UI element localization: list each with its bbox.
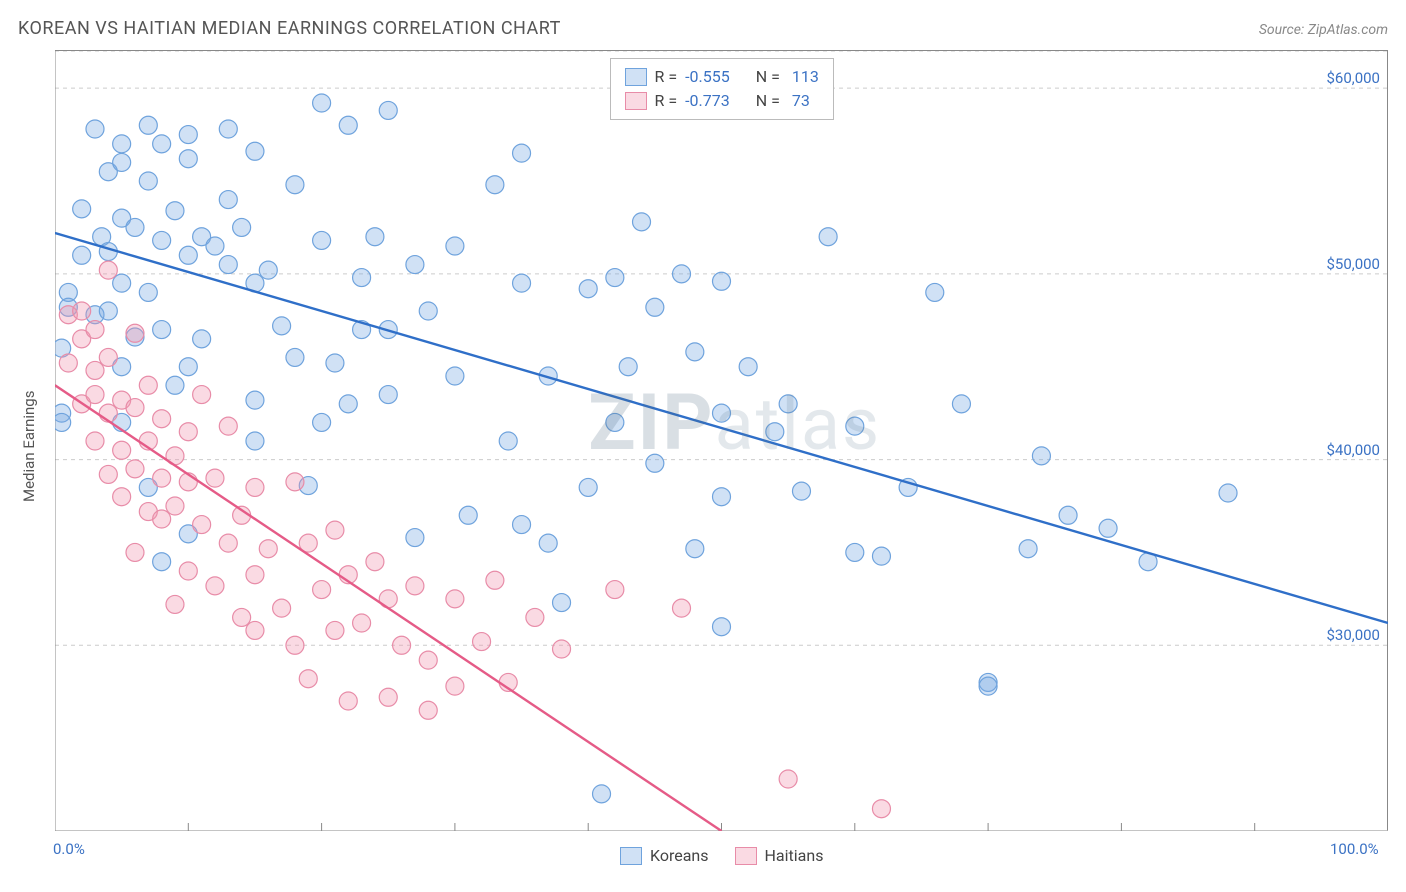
legend-row: R = -0.773 N = 73 — [625, 89, 819, 113]
legend-n-value: 113 — [788, 65, 819, 89]
y-tick-label: $30,000 — [1310, 626, 1380, 644]
legend-series: Koreans Haitians — [620, 846, 823, 865]
source-label: Source: ZipAtlas.com — [1259, 22, 1388, 38]
legend-series-name: Koreans — [650, 846, 709, 865]
y-tick-label: $40,000 — [1310, 441, 1380, 459]
y-tick-label: $50,000 — [1310, 255, 1380, 273]
y-axis-label: Median Earnings — [20, 391, 38, 502]
legend-row: R = -0.555 N = 113 — [625, 65, 819, 89]
x-tick-label: 100.0% — [1330, 840, 1379, 858]
legend-r-label: R = — [655, 89, 678, 113]
legend-n-value: 73 — [788, 89, 810, 113]
legend-swatch — [625, 68, 647, 86]
chart-header: KOREAN VS HAITIAN MEDIAN EARNINGS CORREL… — [18, 18, 1388, 39]
legend-r-label: R = — [655, 65, 678, 89]
legend-series-item: Koreans — [620, 846, 709, 865]
legend-r-value: -0.555 — [685, 65, 730, 89]
legend-n-label: N = — [756, 65, 780, 89]
legend-n-label: N = — [756, 89, 780, 113]
scatter-svg — [55, 51, 1388, 831]
legend-series-item: Haitians — [735, 846, 824, 865]
legend-r-value: -0.773 — [685, 89, 730, 113]
legend-correlation: R = -0.555 N = 113 R = -0.773 N = 73 — [610, 58, 834, 120]
y-tick-label: $60,000 — [1310, 69, 1380, 87]
legend-series-name: Haitians — [765, 846, 824, 865]
legend-swatch — [735, 847, 757, 865]
plot-area — [55, 50, 1388, 830]
x-tick-label: 0.0% — [53, 840, 85, 858]
legend-swatch — [620, 847, 642, 865]
chart-title: KOREAN VS HAITIAN MEDIAN EARNINGS CORREL… — [18, 18, 561, 39]
legend-swatch — [625, 92, 647, 110]
